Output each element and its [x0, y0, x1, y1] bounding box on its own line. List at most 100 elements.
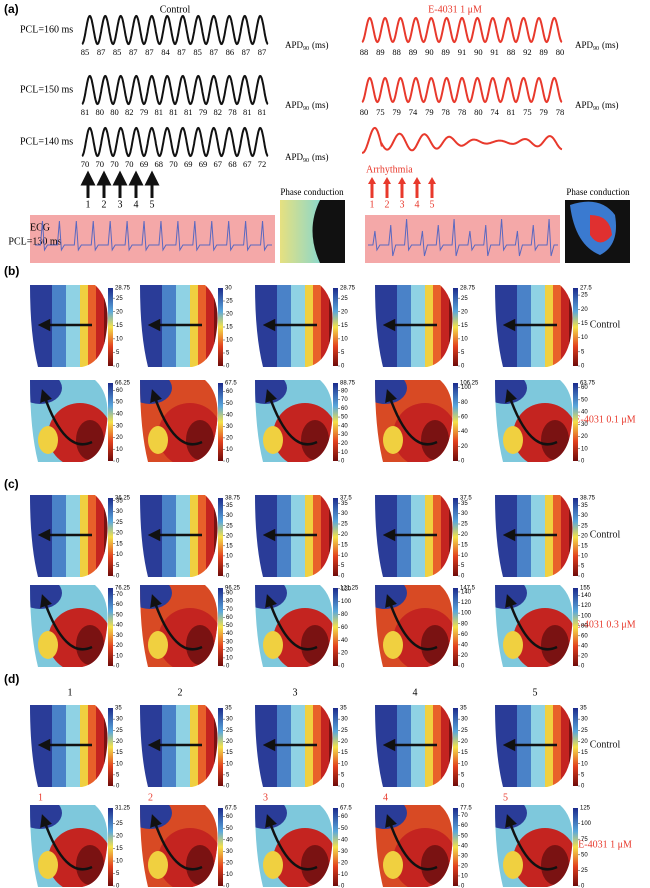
- colorbar-tick-label: 0: [116, 784, 120, 790]
- apd-value: 82: [125, 107, 134, 117]
- colorbar-tick-label: 100: [461, 611, 472, 617]
- apd-label-part: APD: [285, 152, 304, 162]
- apd-label-part: APD: [575, 40, 594, 50]
- map-band: [305, 495, 314, 577]
- map-fill: [255, 380, 333, 462]
- apd-value: 70: [110, 159, 119, 169]
- colorbar-tick-label: 0: [226, 459, 230, 465]
- row-label: Control: [590, 739, 621, 750]
- colorbar-tick-label: 10: [116, 859, 123, 865]
- map-band: [214, 705, 218, 787]
- colorbar-tick-label: 15: [461, 323, 468, 329]
- apd-label-part: (ms): [602, 100, 619, 110]
- colorbar: [218, 808, 223, 886]
- apd-value: 81: [184, 107, 193, 117]
- colorbar-tick-label: 60: [581, 633, 588, 639]
- colorbar-tick-label: 60: [116, 388, 123, 394]
- map-fill: [30, 285, 108, 367]
- colorbar-tick-label: 40: [116, 623, 123, 629]
- action-potential-trace: [361, 76, 563, 104]
- map-fill: [375, 495, 453, 577]
- ecg-label: ECG: [30, 222, 50, 233]
- colorbar-tick-label: 60: [226, 615, 233, 621]
- map-band: [425, 285, 434, 367]
- colorbar-max: 28.75: [460, 286, 476, 292]
- map-band: [291, 495, 306, 577]
- activation-map: [495, 495, 573, 577]
- map-band: [397, 285, 412, 367]
- colorbar-max: 28.75: [340, 286, 356, 292]
- colorbar-max: 67.5: [225, 381, 237, 387]
- activation-map: [30, 495, 108, 577]
- column-number: 4: [413, 687, 418, 698]
- map-band: [277, 495, 292, 577]
- map-band: [52, 285, 67, 367]
- colorbar-tick-label: 35: [461, 501, 468, 507]
- colorbar-tick-label: 5: [226, 564, 230, 570]
- colorbar-tick-label: 90: [226, 591, 233, 597]
- apd-label-part: (ms): [312, 100, 329, 110]
- colorbar-tick-label: 5: [226, 351, 230, 357]
- beat-number: 4: [415, 199, 420, 210]
- apd-value: 89: [409, 47, 418, 57]
- map-band: [255, 285, 278, 367]
- group-title: Control: [160, 4, 191, 15]
- conduction-arrow: [385, 594, 438, 651]
- apd-value: 81: [169, 107, 178, 117]
- apd-value: 85: [81, 47, 90, 57]
- colorbar-max: 77.5: [460, 806, 472, 812]
- colorbar-tick-label: 10: [341, 336, 348, 342]
- beat-number: 1: [86, 199, 91, 210]
- colorbar-tick-label: 30: [461, 853, 468, 859]
- colorbar-tick-label: 25: [116, 728, 123, 734]
- map-band: [531, 705, 546, 787]
- map-region: [301, 845, 329, 885]
- map-band: [411, 495, 426, 577]
- colorbar-tick-label: 10: [581, 335, 588, 341]
- colorbar-tick-label: 15: [226, 543, 233, 549]
- colorbar-tick-label: 80: [341, 612, 348, 618]
- colorbar-tick-label: 0: [341, 884, 345, 888]
- colorbar-tick-label: 5: [341, 563, 345, 569]
- map-region: [383, 851, 403, 879]
- colorbar-tick-label: 20: [226, 647, 233, 653]
- colorbar-tick-label: 10: [116, 552, 123, 558]
- apd-value: 79: [425, 107, 434, 117]
- map-region: [148, 851, 168, 879]
- colorbar-tick-label: 80: [461, 400, 468, 406]
- arrow-head: [368, 177, 376, 184]
- map-band: [140, 705, 163, 787]
- phase-map-region: [590, 215, 612, 243]
- colorbar: [453, 383, 458, 461]
- activation-map: [30, 585, 108, 667]
- map-region: [140, 585, 172, 609]
- colorbar-tick-label: 50: [581, 397, 588, 403]
- apd-value: 70: [169, 159, 178, 169]
- colorbar-max: 36.25: [115, 496, 131, 502]
- colorbar-tick-label: 20: [341, 860, 348, 866]
- map-band: [495, 285, 518, 367]
- colorbar-tick-label: 60: [461, 823, 468, 829]
- map-band: [397, 705, 412, 787]
- conduction-arrow: [265, 389, 318, 446]
- colorbar-tick-label: 0: [116, 459, 120, 465]
- apd-value: 87: [177, 47, 186, 57]
- colorbar-tick-label: 30: [226, 849, 233, 855]
- colorbar-tick-label: 10: [341, 872, 348, 878]
- map-band: [411, 285, 426, 367]
- colorbar-tick-label: 0: [461, 364, 465, 370]
- colorbar-tick-label: 20: [461, 532, 468, 538]
- colorbar-tick-label: 50: [581, 852, 588, 858]
- apd-label-part: APD: [285, 100, 304, 110]
- colorbar-tick-label: 5: [116, 350, 120, 356]
- map-region: [186, 420, 214, 460]
- apd-value: 67: [214, 159, 223, 169]
- activation-map: [255, 805, 333, 887]
- colorbar-tick-label: 10: [116, 761, 123, 767]
- colorbar-tick-label: 25: [116, 821, 123, 827]
- activation-map: [495, 380, 573, 462]
- ecg-trace: [368, 218, 558, 257]
- map-fill: [375, 705, 453, 787]
- action-potential-trace: [81, 74, 269, 106]
